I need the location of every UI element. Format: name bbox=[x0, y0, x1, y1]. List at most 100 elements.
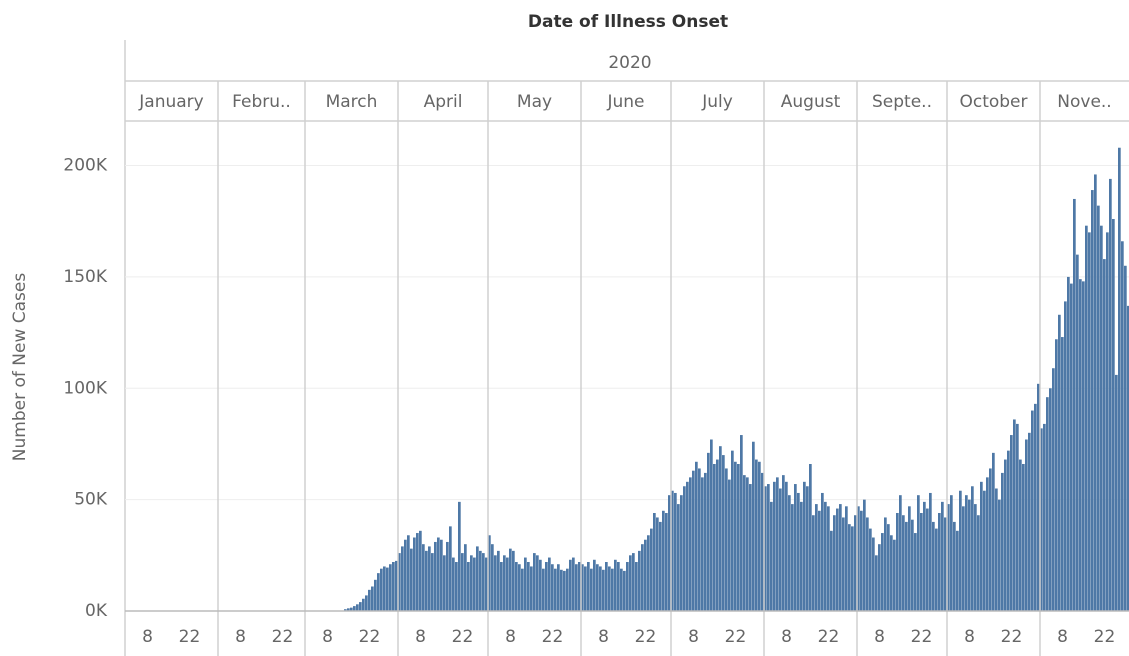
month-label: April bbox=[424, 92, 463, 112]
bar bbox=[1016, 423, 1019, 611]
bar bbox=[416, 533, 419, 611]
bar bbox=[950, 495, 953, 611]
bar bbox=[908, 506, 911, 611]
bar bbox=[1079, 279, 1082, 611]
bar bbox=[812, 515, 815, 611]
y-tick-label: 100K bbox=[63, 378, 107, 398]
bar bbox=[455, 562, 458, 611]
bar bbox=[584, 566, 587, 611]
bar bbox=[839, 504, 842, 611]
bar bbox=[998, 499, 1001, 611]
bar bbox=[395, 560, 398, 611]
y-axis-title: Number of New Cases bbox=[10, 273, 30, 462]
bar bbox=[410, 548, 413, 611]
bar bbox=[476, 546, 479, 611]
bar bbox=[974, 504, 977, 611]
bar bbox=[881, 533, 884, 611]
bar bbox=[788, 495, 791, 611]
bar bbox=[1058, 314, 1061, 611]
bar bbox=[1121, 241, 1124, 612]
bar bbox=[554, 568, 557, 611]
y-tick-label: 0K bbox=[85, 601, 108, 621]
bar bbox=[671, 490, 674, 611]
x-tick-label: 22 bbox=[635, 627, 657, 647]
bar bbox=[479, 550, 482, 611]
x-tick-label: 8 bbox=[688, 627, 699, 647]
bar bbox=[443, 555, 446, 611]
bar bbox=[401, 546, 404, 611]
x-tick-label: 8 bbox=[142, 627, 153, 647]
bar bbox=[467, 562, 470, 611]
x-tick-label: 22 bbox=[818, 627, 840, 647]
bar bbox=[653, 513, 656, 611]
bar bbox=[452, 557, 455, 611]
bar bbox=[635, 562, 638, 611]
bar bbox=[977, 515, 980, 611]
bar bbox=[986, 477, 989, 611]
bar bbox=[992, 452, 995, 611]
bar bbox=[617, 562, 620, 611]
bar bbox=[1043, 423, 1046, 611]
bar bbox=[845, 506, 848, 611]
bar bbox=[1052, 368, 1055, 611]
bar bbox=[932, 521, 935, 611]
bar bbox=[677, 504, 680, 611]
bar bbox=[935, 528, 938, 611]
bar bbox=[587, 562, 590, 611]
bar bbox=[800, 501, 803, 611]
bar bbox=[941, 501, 944, 611]
bar bbox=[530, 566, 533, 611]
bar bbox=[377, 573, 380, 611]
bar bbox=[779, 488, 782, 611]
x-tick-label: 8 bbox=[1057, 627, 1068, 647]
bar bbox=[521, 568, 524, 611]
bar bbox=[968, 499, 971, 611]
bar bbox=[515, 562, 518, 611]
bar bbox=[752, 441, 755, 611]
bar bbox=[470, 555, 473, 611]
bar bbox=[866, 517, 869, 611]
bar bbox=[947, 504, 950, 611]
bar bbox=[938, 513, 941, 611]
bar bbox=[917, 495, 920, 611]
bar bbox=[1073, 198, 1076, 612]
bar bbox=[1070, 283, 1073, 611]
bar bbox=[983, 490, 986, 611]
bar bbox=[887, 524, 890, 611]
bar bbox=[566, 568, 569, 611]
bar bbox=[692, 470, 695, 611]
bar bbox=[995, 488, 998, 611]
bar bbox=[755, 459, 758, 611]
bar bbox=[680, 495, 683, 611]
bar bbox=[749, 484, 752, 611]
bar bbox=[383, 566, 386, 611]
x-tick-label: 8 bbox=[415, 627, 426, 647]
bar bbox=[458, 501, 461, 611]
bar bbox=[896, 513, 899, 611]
month-label: June bbox=[606, 92, 644, 112]
bar bbox=[590, 568, 593, 611]
x-tick-label: 22 bbox=[452, 627, 474, 647]
bar bbox=[689, 477, 692, 611]
bar bbox=[890, 535, 893, 611]
bar bbox=[1103, 259, 1106, 611]
bar bbox=[674, 492, 677, 611]
bar bbox=[1028, 432, 1031, 611]
bar bbox=[1013, 419, 1016, 611]
y-tick-label: 150K bbox=[63, 267, 107, 287]
bar bbox=[704, 472, 707, 611]
bar bbox=[641, 544, 644, 611]
bar bbox=[782, 475, 785, 611]
bar bbox=[662, 510, 665, 611]
bar bbox=[701, 477, 704, 611]
bar bbox=[806, 486, 809, 611]
x-tick-label: 22 bbox=[542, 627, 564, 647]
bar bbox=[1022, 464, 1025, 611]
bar bbox=[533, 553, 536, 611]
bar bbox=[902, 515, 905, 611]
bar bbox=[488, 535, 491, 611]
bar bbox=[1019, 459, 1022, 611]
bar bbox=[728, 479, 731, 611]
bar bbox=[1124, 265, 1127, 611]
bar bbox=[599, 566, 602, 611]
